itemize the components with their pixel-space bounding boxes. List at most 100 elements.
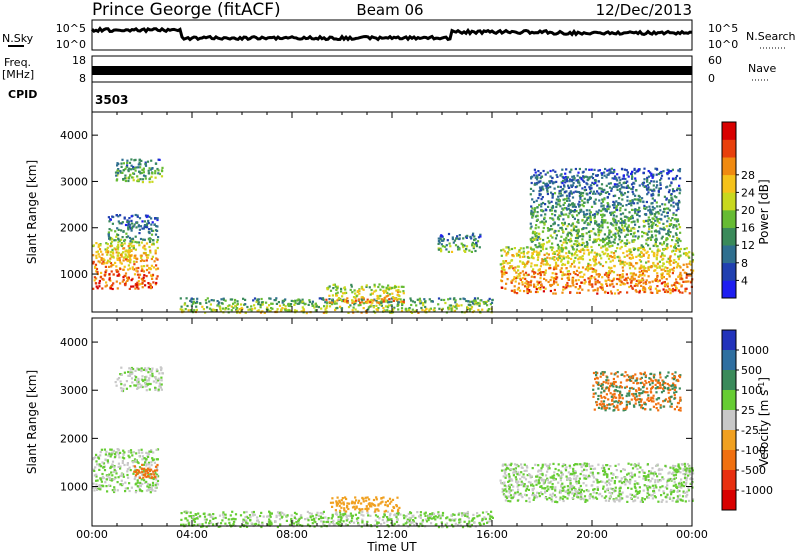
echo-cell [685,272,688,275]
echo-cell [150,264,153,267]
echo-cell [345,519,348,522]
echo-cell [270,522,273,526]
echo-cell [128,482,131,485]
echo-cell [653,251,656,255]
echo-cell [622,275,625,278]
echo-cell [660,213,663,216]
echo-cell [437,237,440,240]
echo-cell [561,194,564,197]
echo-cell [554,261,558,264]
echo-cell [531,240,534,243]
echo-cell [630,187,633,190]
echo-cell [119,214,122,217]
echo-cell [245,525,249,528]
echo-cell [626,239,629,242]
echo-cell [135,489,138,493]
echo-cell [151,172,154,175]
echo-cell [502,265,505,268]
echo-cell [590,187,593,190]
echo-cell [92,254,95,257]
echo-cell [259,311,263,314]
echo-cell [222,516,225,519]
echo-cell [531,236,534,239]
echo-cell [593,216,596,220]
echo-cell [674,178,677,181]
echo-cell [133,223,136,226]
echo-cell [550,224,553,228]
echo-cell [666,211,669,214]
echo-cell [582,205,585,208]
echo-cell [399,290,402,293]
echo-cell [633,284,636,287]
echo-cell [594,181,597,185]
echo-cell [594,278,597,281]
echo-cell [141,220,144,223]
echo-cell [350,514,353,517]
echo-cell [650,265,653,268]
echo-cell [542,201,545,205]
echo-cell [587,230,591,234]
echo-cell [128,374,131,377]
echo-cell [104,481,107,484]
echo-cell [629,278,632,281]
echo-cell [386,516,389,519]
echo-cell [127,255,130,258]
echo-cell [92,287,95,290]
echo-cell [583,278,586,282]
echo-cell [623,228,626,232]
echo-cell [618,276,621,279]
echo-cell [328,305,332,308]
echo-cell [122,178,125,181]
echo-cell [678,187,681,190]
echo-cell [479,235,482,238]
echo-cell [413,301,416,304]
echo-cell [667,177,670,180]
echo-cell [306,510,309,513]
echo-cell [116,274,119,277]
echo-cell [246,522,249,525]
echo-cell [132,176,135,179]
echo-cell [451,238,454,241]
echo-cell [564,181,567,184]
echo-cell [329,289,333,292]
echo-cell [270,307,273,310]
echo-cell [157,236,160,239]
echo-cell [581,203,584,206]
echo-cell [179,308,182,311]
echo-cell [568,179,571,183]
echo-cell [276,308,279,311]
echo-cell [529,237,532,241]
echo-cell [606,291,610,294]
echo-cell [399,298,402,301]
echo-cell [562,273,565,276]
echo-cell [651,176,654,179]
echo-cell [115,235,118,238]
echo-cell [534,285,537,289]
echo-cell [185,511,188,515]
echo-cell [357,499,361,502]
echo-cell [114,454,117,457]
echo-cell [653,264,656,267]
echo-cell [194,301,197,305]
echo-cell [616,229,619,232]
echo-cell [143,220,146,223]
echo-cell [583,186,587,189]
echo-cell [614,194,617,197]
echo-cell [154,250,157,253]
echo-cell [620,194,623,197]
echo-cell [123,256,126,259]
echo-cell [147,228,151,231]
echo-cell [142,276,145,279]
echo-cell [149,249,152,252]
echo-cell [224,308,227,311]
echo-cell [587,289,590,292]
echo-cell [670,199,673,202]
echo-cell [569,178,572,181]
echo-cell [108,476,111,479]
echo-cell [585,175,588,178]
echo-cell [670,193,673,196]
echo-cell [127,235,130,238]
echo-cell [199,515,202,518]
echo-cell [584,168,587,171]
echo-cell [583,252,586,255]
